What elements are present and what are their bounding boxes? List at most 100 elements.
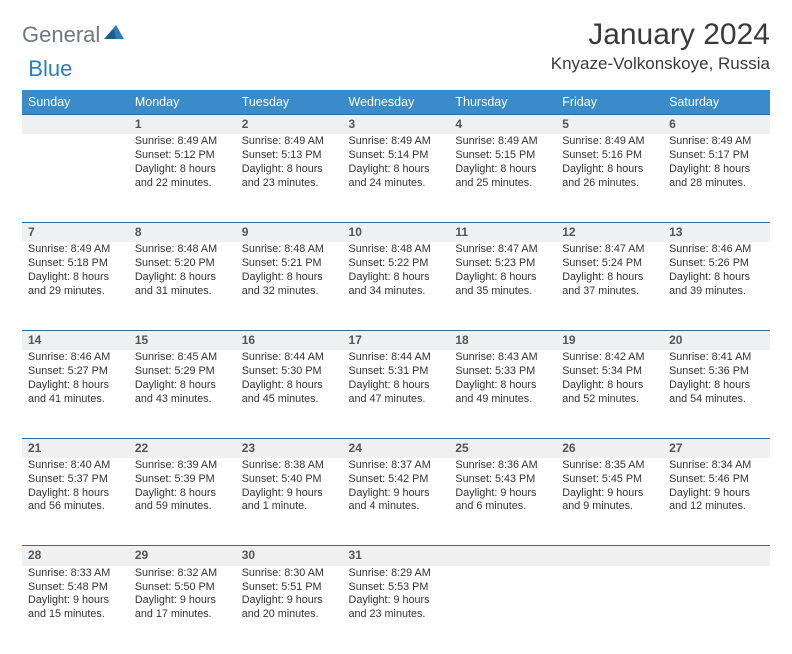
day-cell [663, 566, 770, 654]
sunrise-text: Sunrise: 8:47 AM [455, 243, 550, 257]
weekday-header: Thursday [449, 90, 556, 115]
sunrise-text: Sunrise: 8:33 AM [28, 567, 123, 581]
day-content-row: Sunrise: 8:40 AMSunset: 5:37 PM Daylight:… [22, 458, 770, 546]
sunset-text: Sunset: 5:18 PM [28, 257, 123, 271]
sunset-text: Sunset: 5:45 PM [562, 473, 657, 487]
day-cell: Sunrise: 8:29 AMSunset: 5:53 PMDaylight:… [343, 566, 450, 654]
daylight-text: Daylight: 8 hours and 34 minutes. [349, 271, 444, 299]
day-number: 31 [343, 546, 450, 566]
daylight-text: Daylight: 8 hours and 29 minutes. [28, 271, 123, 299]
daylight-text: Daylight: 8 hours and 49 minutes. [455, 379, 550, 407]
daylight-text: Daylight: 8 hours and 41 minutes. [28, 379, 123, 407]
day-content-row: Sunrise: 8:33 AMSunset: 5:48 PM Daylight:… [22, 566, 770, 654]
day-number: 22 [129, 438, 236, 458]
day-number: 27 [663, 438, 770, 458]
sunrise-text: Sunrise: 8:49 AM [562, 135, 657, 149]
sunset-text: Sunset: 5:40 PM [242, 473, 337, 487]
day-number [663, 546, 770, 566]
day-number: 3 [343, 115, 450, 135]
day-cell: Sunrise: 8:49 AMSunset: 5:16 PMDaylight:… [556, 134, 663, 222]
weekday-header: Tuesday [236, 90, 343, 115]
brand-logo: General [22, 22, 126, 48]
day-number: 9 [236, 222, 343, 242]
daylight-text: Daylight: 9 hours and 1 minute. [242, 487, 337, 515]
brand-part2: Blue [28, 56, 72, 82]
day-cell: Sunrise: 8:48 AMSunset: 5:21 PMDaylight:… [236, 242, 343, 330]
sunrise-text: Sunrise: 8:36 AM [455, 459, 550, 473]
sunrise-text: Sunrise: 8:44 AM [349, 351, 444, 365]
sunset-text: Sunset: 5:48 PM [28, 581, 123, 595]
sunset-text: Sunset: 5:39 PM [135, 473, 230, 487]
sunset-text: Sunset: 5:42 PM [349, 473, 444, 487]
day-content-row: Sunrise: 8:49 AMSunset: 5:12 PMDaylight:… [22, 134, 770, 222]
sunset-text: Sunset: 5:26 PM [669, 257, 764, 271]
title-block: January 2024 Knyaze-Volkonskoye, Russia [551, 18, 770, 74]
day-number-row: 21222324252627 [22, 438, 770, 458]
day-cell: Sunrise: 8:48 AMSunset: 5:22 PMDaylight:… [343, 242, 450, 330]
day-cell: Sunrise: 8:44 AMSunset: 5:31 PMDaylight:… [343, 350, 450, 438]
day-cell: Sunrise: 8:36 AMSunset: 5:43 PMDaylight:… [449, 458, 556, 546]
day-number: 21 [22, 438, 129, 458]
day-cell: Sunrise: 8:38 AMSunset: 5:40 PMDaylight:… [236, 458, 343, 546]
day-cell: Sunrise: 8:35 AMSunset: 5:45 PMDaylight:… [556, 458, 663, 546]
day-cell: Sunrise: 8:46 AMSunset: 5:26 PMDaylight:… [663, 242, 770, 330]
sunset-text: Sunset: 5:14 PM [349, 149, 444, 163]
day-cell: Sunrise: 8:45 AMSunset: 5:29 PMDaylight:… [129, 350, 236, 438]
day-cell: Sunrise: 8:49 AMSunset: 5:17 PMDaylight:… [663, 134, 770, 222]
daylight-text: Daylight: 8 hours and 25 minutes. [455, 163, 550, 191]
weekday-header: Saturday [663, 90, 770, 115]
day-cell: Sunrise: 8:30 AMSunset: 5:51 PMDaylight:… [236, 566, 343, 654]
sunset-text: Sunset: 5:53 PM [349, 581, 444, 595]
sunrise-text: Sunrise: 8:49 AM [669, 135, 764, 149]
day-number: 10 [343, 222, 450, 242]
sunrise-text: Sunrise: 8:49 AM [349, 135, 444, 149]
day-cell: Sunrise: 8:42 AMSunset: 5:34 PMDaylight:… [556, 350, 663, 438]
day-cell: Sunrise: 8:41 AMSunset: 5:36 PMDaylight:… [663, 350, 770, 438]
sunrise-text: Sunrise: 8:37 AM [349, 459, 444, 473]
day-cell: Sunrise: 8:44 AMSunset: 5:30 PMDaylight:… [236, 350, 343, 438]
daylight-text: Daylight: 9 hours and 23 minutes. [349, 594, 444, 622]
sunset-text: Sunset: 5:23 PM [455, 257, 550, 271]
sunset-text: Sunset: 5:37 PM [28, 473, 123, 487]
sunset-text: Sunset: 5:50 PM [135, 581, 230, 595]
day-number: 17 [343, 330, 450, 350]
weekday-header: Monday [129, 90, 236, 115]
day-cell: Sunrise: 8:43 AMSunset: 5:33 PMDaylight:… [449, 350, 556, 438]
sunrise-text: Sunrise: 8:41 AM [669, 351, 764, 365]
sunset-text: Sunset: 5:46 PM [669, 473, 764, 487]
weekday-header: Wednesday [343, 90, 450, 115]
day-number [22, 115, 129, 135]
sunrise-text: Sunrise: 8:40 AM [28, 459, 123, 473]
sunset-text: Sunset: 5:43 PM [455, 473, 550, 487]
daylight-text: Daylight: 8 hours and 31 minutes. [135, 271, 230, 299]
sunrise-text: Sunrise: 8:45 AM [135, 351, 230, 365]
day-cell: Sunrise: 8:46 AMSunset: 5:27 PMDaylight:… [22, 350, 129, 438]
day-number: 15 [129, 330, 236, 350]
day-number: 14 [22, 330, 129, 350]
sunset-text: Sunset: 5:36 PM [669, 365, 764, 379]
day-number: 18 [449, 330, 556, 350]
day-number: 6 [663, 115, 770, 135]
sunrise-text: Sunrise: 8:30 AM [242, 567, 337, 581]
day-number: 7 [22, 222, 129, 242]
day-number: 30 [236, 546, 343, 566]
day-number: 26 [556, 438, 663, 458]
day-cell: Sunrise: 8:49 AMSunset: 5:13 PMDaylight:… [236, 134, 343, 222]
daylight-text: Daylight: 8 hours and 54 minutes. [669, 379, 764, 407]
daylight-text: Daylight: 9 hours and 17 minutes. [135, 594, 230, 622]
day-cell: Sunrise: 8:37 AMSunset: 5:42 PMDaylight:… [343, 458, 450, 546]
daylight-text: Daylight: 8 hours and 35 minutes. [455, 271, 550, 299]
sunset-text: Sunset: 5:15 PM [455, 149, 550, 163]
day-number: 24 [343, 438, 450, 458]
sunrise-text: Sunrise: 8:42 AM [562, 351, 657, 365]
brand-part1: General [22, 22, 100, 48]
sunrise-text: Sunrise: 8:43 AM [455, 351, 550, 365]
day-cell: Sunrise: 8:48 AMSunset: 5:20 PMDaylight:… [129, 242, 236, 330]
day-cell: Sunrise: 8:39 AMSunset: 5:39 PMDaylight:… [129, 458, 236, 546]
sunset-text: Sunset: 5:33 PM [455, 365, 550, 379]
day-number: 12 [556, 222, 663, 242]
daylight-text: Daylight: 9 hours and 6 minutes. [455, 487, 550, 515]
day-cell: Sunrise: 8:49 AMSunset: 5:14 PMDaylight:… [343, 134, 450, 222]
day-cell: Sunrise: 8:47 AMSunset: 5:23 PMDaylight:… [449, 242, 556, 330]
day-number: 5 [556, 115, 663, 135]
